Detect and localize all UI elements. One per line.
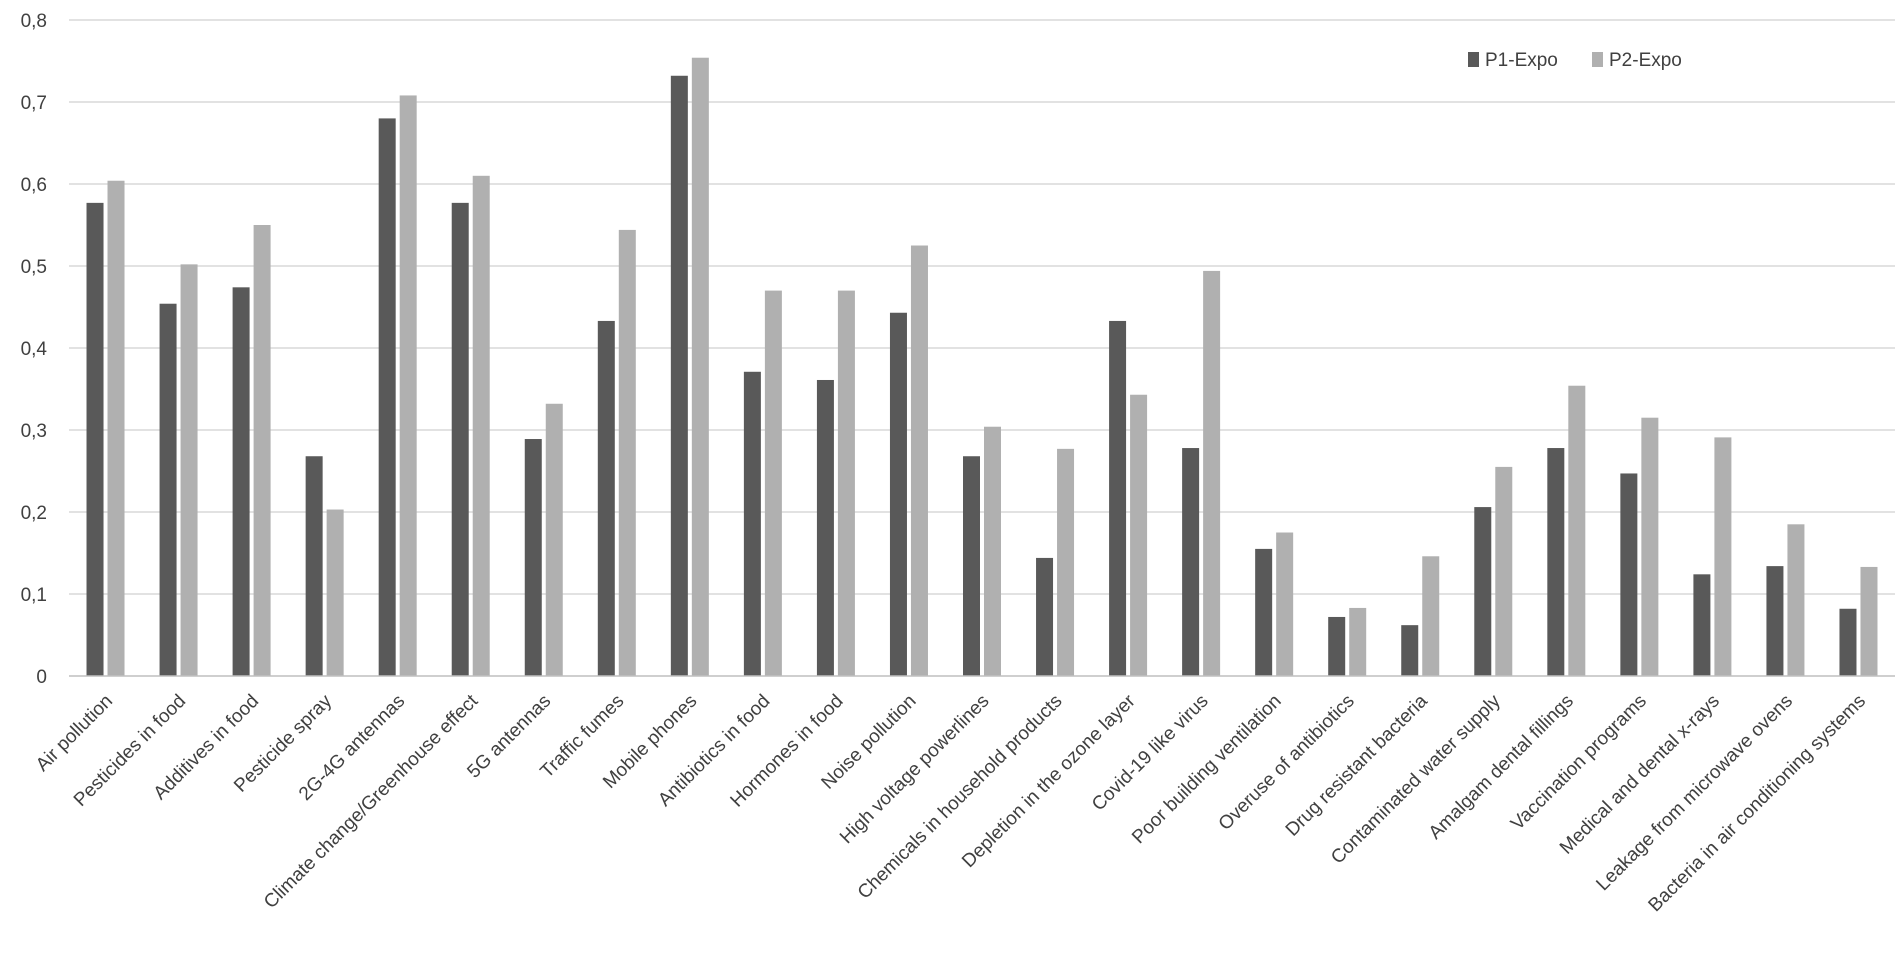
bar-p2-expo [984, 426, 1001, 676]
bar-p2-expo [1495, 466, 1513, 676]
bar-p2-expo [1276, 532, 1294, 676]
y-tick-label: 0,4 [21, 339, 48, 360]
bar-p1-expo [451, 202, 469, 677]
legend-label: P2-Expo [1609, 50, 1682, 71]
y-tick-label: 0,7 [21, 93, 47, 114]
bar-p2-expo [764, 290, 782, 676]
x-category-label: Vaccination programs [1507, 691, 1651, 835]
bar-p1-expo [1547, 448, 1565, 676]
bar-p2-expo [1422, 556, 1440, 676]
bar-p2-expo [1203, 270, 1221, 676]
bar-p1-expo [1766, 566, 1784, 676]
bar-p2-expo [326, 509, 344, 676]
y-tick-label: 0,1 [21, 585, 47, 606]
bar-p1-expo [1620, 473, 1638, 676]
bar-p2-expo [1057, 448, 1075, 676]
bar-p1-expo [159, 303, 177, 676]
bar-p1-expo [963, 456, 980, 676]
y-tick-label: 0,3 [21, 421, 47, 442]
bar-p1-expo [1401, 625, 1419, 676]
legend-label: P1-Expo [1485, 50, 1558, 71]
bar-p1-expo [597, 320, 615, 676]
bar-p2-expo [618, 229, 636, 677]
x-category-label: Overuse of antibiotics [1215, 691, 1359, 835]
legend-swatch [1468, 52, 1479, 67]
bar-p1-expo [1036, 557, 1054, 676]
bar-p2-expo [107, 180, 125, 676]
bar-p2-expo [472, 175, 490, 677]
bar-p1-expo [670, 75, 688, 676]
bar-p1-expo [743, 371, 761, 676]
x-category-label: High voltage powerlines [836, 691, 993, 848]
y-axis-ticks: 0 0,1 0,2 0,3 0,4 0,5 0,6 0,7 0,8 [21, 11, 48, 688]
bar-p1-expo [232, 287, 250, 676]
bar-p2-expo [837, 290, 855, 676]
bar-p2-expo [691, 57, 709, 677]
bar-p1-expo [86, 202, 104, 677]
y-tick-label: 0,8 [21, 11, 47, 32]
bar-p1-expo [1109, 320, 1127, 676]
bar-p1-expo [1693, 574, 1711, 676]
bar-p2-expo [545, 403, 563, 676]
bar-p1-expo [1182, 448, 1200, 676]
bar-p1-expo [378, 118, 396, 676]
x-category-label: Poor building ventilation [1128, 691, 1286, 849]
gridlines [69, 19, 1895, 595]
bar-p2-expo [910, 245, 928, 676]
y-tick-label: 0,2 [21, 503, 47, 524]
bar-p1-expo [1474, 507, 1492, 676]
x-category-label: Drug resistant bacteria [1282, 690, 1432, 840]
bar-p1-expo [889, 312, 907, 676]
bar-p1-expo [1255, 548, 1273, 676]
bar-p1-expo [1839, 608, 1857, 676]
legend-swatch [1592, 52, 1603, 67]
bar-p2-expo [1787, 524, 1805, 676]
bar-p1-expo [1328, 616, 1346, 676]
bar-p2-expo [1714, 437, 1732, 676]
bar-p1-expo [305, 456, 323, 676]
bar-p2-expo [399, 95, 417, 676]
bars [86, 57, 1878, 677]
bar-p2-expo [1130, 394, 1148, 676]
bar-p2-expo [1349, 607, 1367, 676]
y-tick-label: 0,5 [21, 257, 47, 278]
bar-p2-expo [253, 225, 271, 676]
bar-p1-expo [816, 379, 834, 676]
x-category-label: Amalgam dental fillings [1425, 691, 1578, 844]
bar-p2-expo [1641, 417, 1659, 676]
bar-p2-expo [1860, 566, 1878, 676]
legend: P1-Expo P2-Expo [1468, 50, 1682, 71]
y-tick-label: 0,6 [21, 175, 47, 196]
y-tick-label: 0 [36, 667, 47, 688]
bar-p2-expo [180, 264, 198, 676]
bar-p2-expo [1568, 385, 1586, 676]
bar-p1-expo [524, 439, 542, 676]
